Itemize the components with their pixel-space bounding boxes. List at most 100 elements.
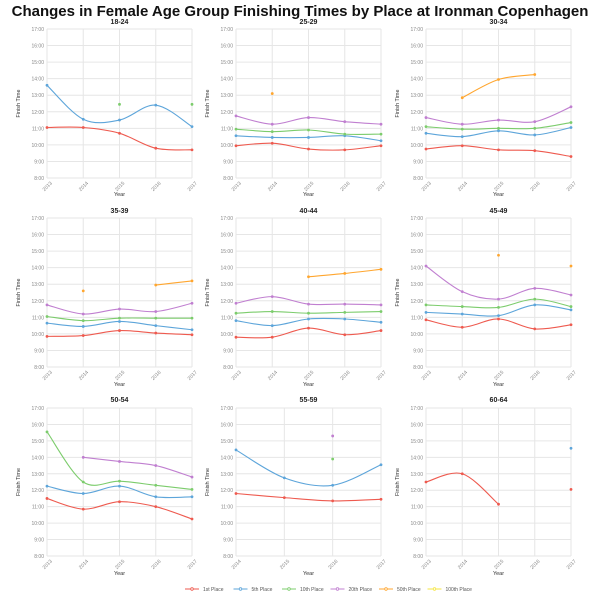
series-1st-place <box>45 329 194 338</box>
data-point <box>81 455 85 459</box>
x-axis-label: Year <box>303 571 314 577</box>
y-tick-label: 12:00 <box>220 488 233 494</box>
data-point <box>190 475 194 479</box>
y-tick-label: 15:00 <box>31 60 44 66</box>
y-tick-label: 10:00 <box>31 521 44 527</box>
series-50th-place <box>270 92 274 95</box>
data-point <box>497 126 500 130</box>
data-point <box>497 317 500 321</box>
y-tick-label: 10:00 <box>410 143 423 149</box>
data-point <box>234 492 238 495</box>
data-point <box>270 141 274 145</box>
y-tick-label: 11:00 <box>32 126 44 132</box>
series-10th-place <box>118 102 194 106</box>
data-point <box>45 334 49 338</box>
y-tick-label: 11:00 <box>221 505 233 511</box>
legend-marker <box>384 587 388 591</box>
series-5th-place <box>45 484 194 499</box>
data-point <box>331 499 335 503</box>
y-tick-label: 17:00 <box>220 406 233 412</box>
x-tick-label: 2017 <box>566 558 578 570</box>
data-point <box>81 325 85 328</box>
y-tick-label: 15:00 <box>410 60 423 66</box>
y-tick-label: 13:00 <box>410 472 423 478</box>
data-point <box>234 114 238 118</box>
series-1st-place <box>45 497 194 521</box>
y-tick-label: 17:00 <box>31 27 44 33</box>
legend-item[interactable]: 1st Place <box>185 587 224 593</box>
x-tick-label: 2016 <box>339 369 351 381</box>
data-point <box>569 121 573 124</box>
x-tick-label: 2016 <box>150 369 162 381</box>
data-point <box>460 144 464 148</box>
panel-title: 60-64 <box>490 397 508 404</box>
series-50th-place <box>81 279 194 293</box>
x-tick-label: 2015 <box>279 558 291 570</box>
y-tick-label: 8:00 <box>413 554 423 560</box>
y-tick-label: 13:00 <box>31 282 44 288</box>
data-point <box>270 130 274 134</box>
data-point <box>379 320 383 324</box>
panel-50-54: 8:00 9:00 10:00 11:00 12:00 13:00 14:00 15:00 16… <box>16 397 199 577</box>
legend-item[interactable]: 10th Place <box>282 587 324 593</box>
x-tick-label: 2013 <box>42 180 54 192</box>
data-point <box>424 125 428 129</box>
data-point <box>81 507 85 511</box>
y-tick-label: 11:00 <box>221 126 233 132</box>
x-axis-label: Year <box>303 192 314 198</box>
x-tick-label: 2014 <box>267 369 279 381</box>
series-20th-place <box>234 295 383 307</box>
y-tick-label: 9:00 <box>413 159 423 165</box>
data-point <box>118 500 121 504</box>
y-tick-label: 13:00 <box>31 472 44 478</box>
y-tick-label: 17:00 <box>31 216 44 222</box>
series-5th-place <box>569 446 573 450</box>
x-axis-label: Year <box>493 571 504 577</box>
y-axis-label: Finish Time <box>205 468 211 496</box>
x-axis-label: Year <box>114 571 125 577</box>
y-tick-label: 11:00 <box>411 505 423 511</box>
data-point <box>343 302 347 306</box>
data-point <box>270 295 274 299</box>
data-point <box>45 83 49 87</box>
series-5th-place <box>424 303 573 318</box>
data-point <box>307 317 310 321</box>
y-tick-label: 14:00 <box>410 455 423 461</box>
x-tick-label: 2014 <box>78 369 90 381</box>
panel-40-44: 8:00 9:00 10:00 11:00 12:00 13:00 14:00 15:00 16… <box>205 208 388 388</box>
series-10th-place <box>234 127 383 136</box>
series-1st-place <box>234 326 383 339</box>
y-tick-label: 13:00 <box>220 472 233 478</box>
series-20th-place <box>45 301 194 316</box>
chart-title: Changes in Female Age Group Finishing Ti… <box>11 3 589 20</box>
data-point <box>45 321 49 325</box>
y-tick-label: 11:00 <box>411 315 423 321</box>
data-point <box>379 329 383 332</box>
data-point <box>190 333 194 337</box>
data-point <box>81 334 85 337</box>
legend-item[interactable]: 5th Place <box>233 587 273 593</box>
legend-marker <box>190 587 194 591</box>
y-tick-label: 17:00 <box>410 27 423 33</box>
y-tick-label: 10:00 <box>31 143 44 149</box>
data-point <box>497 148 500 152</box>
data-point <box>190 517 194 521</box>
y-tick-label: 8:00 <box>34 176 44 182</box>
legend-item[interactable]: 100th Place <box>427 587 473 593</box>
x-tick-label: 2016 <box>339 180 351 192</box>
y-tick-label: 10:00 <box>410 332 423 338</box>
x-tick-label: 2017 <box>566 369 578 381</box>
data-point <box>343 317 347 321</box>
y-tick-label: 16:00 <box>410 233 423 239</box>
y-tick-label: 9:00 <box>34 348 44 354</box>
panel-title: 30-34 <box>490 19 508 26</box>
legend-item[interactable]: 50th Place <box>379 587 421 593</box>
series-line <box>235 449 382 487</box>
data-point <box>118 320 121 323</box>
y-tick-label: 15:00 <box>410 249 423 255</box>
data-point <box>379 144 383 148</box>
y-tick-label: 10:00 <box>220 143 233 149</box>
legend-item[interactable]: 20th Place <box>330 587 373 593</box>
x-tick-label: 2015 <box>493 369 505 381</box>
data-point <box>569 305 573 308</box>
